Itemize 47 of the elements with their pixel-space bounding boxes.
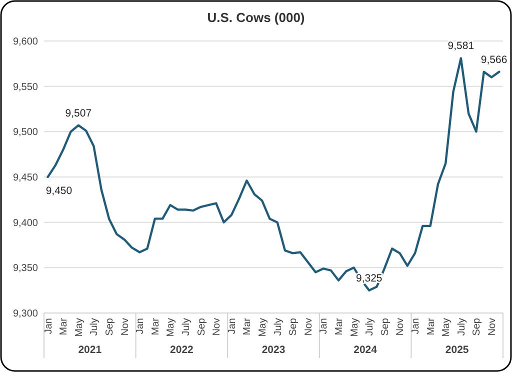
x-tick-label: Sep	[288, 318, 300, 336]
x-tick-label: May	[349, 318, 360, 337]
data-label: 9,507	[65, 107, 92, 120]
x-tick-label: May	[166, 318, 177, 337]
x-tick-label: Mar	[334, 317, 346, 336]
data-label: 9,450	[46, 185, 72, 197]
x-tick-label: Jan	[410, 318, 422, 334]
x-tick-label: July	[89, 318, 100, 336]
text: 2021	[78, 344, 102, 356]
x-tick-label: July	[456, 318, 468, 336]
text: 2024	[354, 344, 378, 356]
x-tick-label: May	[258, 318, 269, 337]
x-tick-label: Mar	[426, 317, 437, 336]
x-tick-label: May	[441, 318, 452, 337]
x-tick-label: Nov	[487, 318, 498, 336]
y-tick-label: 9,550	[12, 82, 38, 93]
x-tick-label: Nov	[303, 318, 314, 336]
chart-title: U.S. Cows (000)	[207, 10, 305, 25]
x-tick-label: Mar	[58, 317, 70, 336]
y-tick-label: 9,500	[12, 127, 38, 138]
x-tick-label: Nov	[212, 318, 223, 336]
x-tick-label: Nov	[395, 318, 406, 336]
x-tick-label: Sep	[380, 318, 391, 336]
x-tick-label: May	[74, 318, 85, 337]
y-tick-label: 9,600	[12, 36, 38, 48]
x-tick-label: Sep	[196, 318, 208, 336]
x-tick-label: July	[364, 318, 376, 336]
x-tick-label: Nov	[120, 318, 131, 336]
x-tick-label: July	[181, 318, 192, 336]
data-label: 9,566	[480, 54, 508, 66]
data-label: 9,581	[448, 40, 474, 52]
text: 2023	[262, 344, 286, 356]
x-tick-label: July	[272, 318, 284, 336]
x-tick-label: Mar	[242, 317, 254, 336]
x-tick-label: Mar	[150, 317, 162, 336]
x-tick-label: Jan	[226, 318, 238, 334]
x-tick-label: Jan	[135, 318, 146, 334]
text: 2022	[170, 344, 194, 356]
text: 2025	[445, 344, 469, 356]
x-tick-label: Jan	[318, 318, 330, 334]
y-tick-label: 9,350	[12, 263, 38, 274]
x-tick-label: Sep	[104, 318, 116, 336]
y-tick-label: 9,450	[12, 172, 38, 184]
y-tick-label: 9,400	[12, 218, 38, 229]
x-tick-label: Jan	[43, 318, 54, 334]
x-tick-label: Sep	[472, 318, 483, 336]
y-tick-label: 9,300	[12, 308, 38, 320]
